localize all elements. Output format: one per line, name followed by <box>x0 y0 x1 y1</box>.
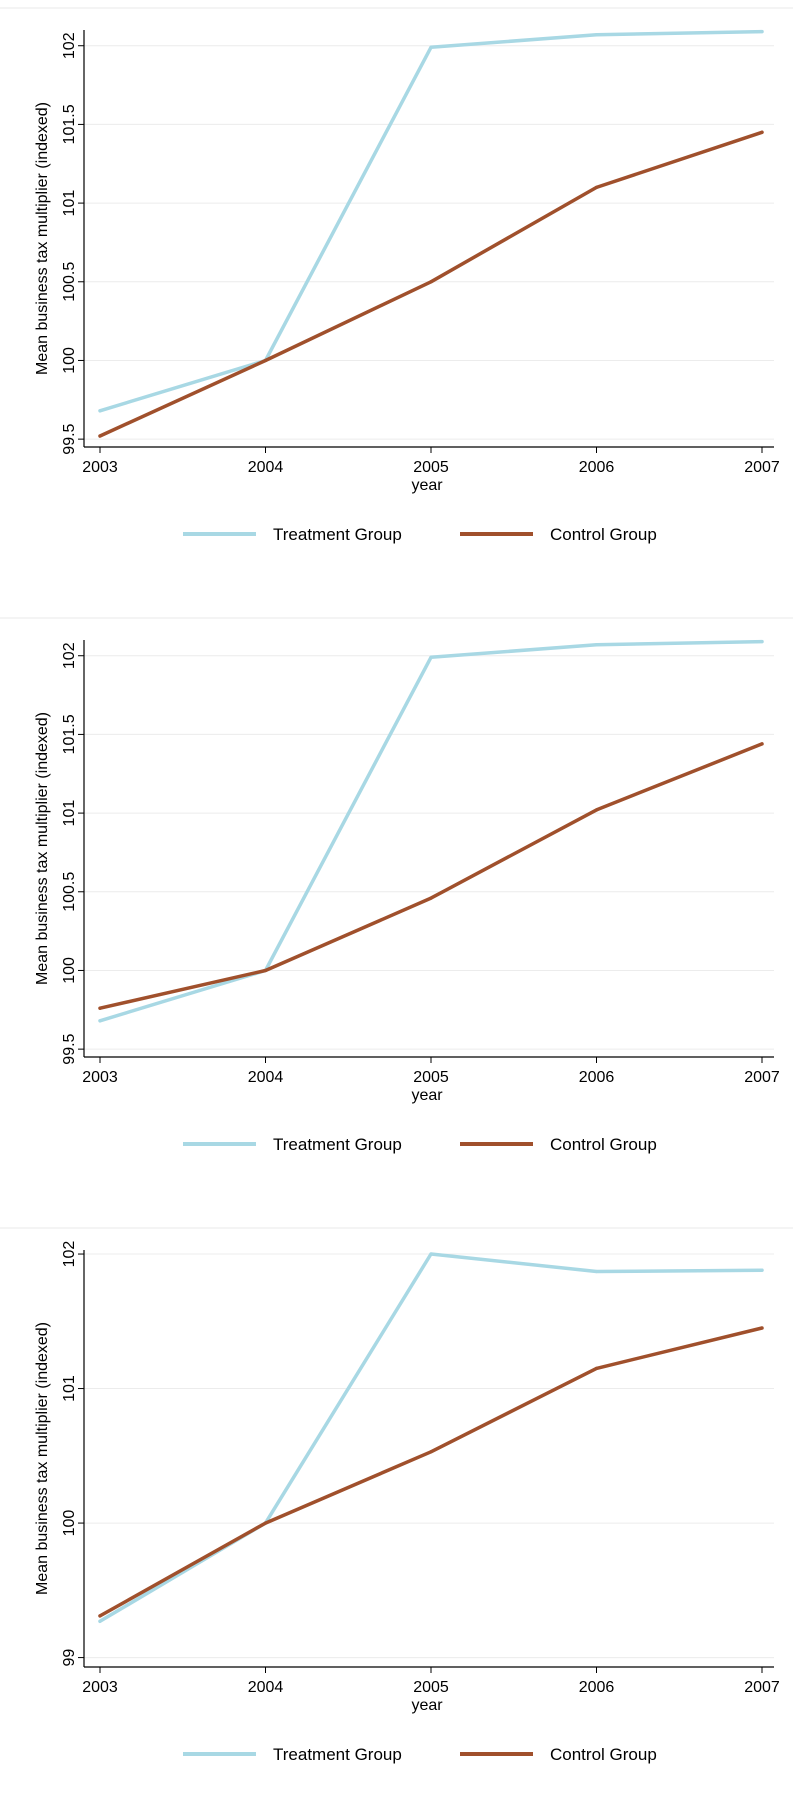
data-point <box>263 1521 268 1525</box>
legend-label: Control Group <box>550 1745 657 1764</box>
legend: Treatment Group Control Group <box>183 1745 657 1764</box>
data-point <box>98 409 102 413</box>
y-tick-label: 100 <box>61 347 78 374</box>
x-tick-label: 2007 <box>744 1069 780 1086</box>
x-tick-label: 2004 <box>248 1679 284 1696</box>
series-line-treatment <box>98 1252 764 1624</box>
data-point <box>594 1366 599 1370</box>
y-axis-label: Mean business tax multiplier (indexed) <box>34 1322 51 1595</box>
x-tick-label: 2006 <box>579 1679 615 1696</box>
x-axis-label: year <box>411 477 443 494</box>
series-line-control <box>98 742 764 1010</box>
data-point <box>760 130 764 134</box>
data-point <box>594 185 599 189</box>
data-point <box>429 1450 433 1454</box>
x-tick-label: 2004 <box>248 459 284 476</box>
y-tick-label: 101.5 <box>61 714 78 754</box>
x-tick-label: 2006 <box>579 459 615 476</box>
data-point <box>594 643 599 647</box>
data-point <box>594 1269 599 1274</box>
series-line-control <box>98 130 764 438</box>
data-point <box>760 1268 764 1272</box>
legend: Treatment Group Control Group <box>183 1135 657 1154</box>
x-tick-label: 2005 <box>413 459 449 476</box>
y-tick-label: 101 <box>61 190 78 217</box>
legend-label: Control Group <box>550 525 657 544</box>
x-tick-label: 2003 <box>82 459 118 476</box>
y-tick-label: 99 <box>61 1649 78 1667</box>
data-point <box>263 968 268 973</box>
data-point <box>760 1326 764 1330</box>
y-tick-label: 101 <box>61 800 78 827</box>
data-point <box>98 1619 102 1623</box>
chart-panel-3: 99 100 101 102 2003 2004 2005 2006 2007 year Mean … <box>0 1227 793 1764</box>
x-tick-label: 2005 <box>413 1679 449 1696</box>
legend-label: Treatment Group <box>273 525 402 544</box>
y-tick-label: 100.5 <box>61 262 78 302</box>
x-axis-label: year <box>411 1697 443 1714</box>
y-axis-label: Mean business tax multiplier (indexed) <box>34 102 51 375</box>
legend: Treatment Group Control Group <box>183 525 657 544</box>
data-point <box>263 358 268 363</box>
series-line-control <box>98 1326 764 1618</box>
x-tick-label: 2005 <box>413 1069 449 1086</box>
data-point <box>760 742 764 746</box>
x-axis-label: year <box>411 1087 443 1104</box>
legend-label: Treatment Group <box>273 1135 402 1154</box>
y-tick-label: 102 <box>61 32 78 59</box>
chart-panel-1: 99.5 100 100.5 101 101.5 102 2003 2004 2005 2006 2… <box>0 7 793 544</box>
data-point <box>594 33 599 37</box>
data-point <box>760 639 764 644</box>
y-tick-label: 102 <box>61 1241 78 1268</box>
data-point <box>429 280 433 284</box>
y-tick-label: 99.5 <box>61 1033 78 1064</box>
data-point <box>98 1006 102 1010</box>
data-point <box>98 1019 102 1023</box>
x-tick-label: 2006 <box>579 1069 615 1086</box>
data-point <box>429 655 433 659</box>
y-tick-label: 100.5 <box>61 872 78 912</box>
data-point <box>429 896 433 900</box>
chart-panel-2: 99.5 100 100.5 101 101.5 102 2003 2004 2005 2006 2… <box>0 617 793 1154</box>
y-tick-label: 101 <box>61 1375 78 1402</box>
legend-label: Control Group <box>550 1135 657 1154</box>
data-point <box>760 29 764 34</box>
x-tick-label: 2007 <box>744 459 780 476</box>
data-point <box>594 808 599 812</box>
y-tick-label: 100 <box>61 1510 78 1537</box>
data-point <box>429 1252 433 1256</box>
series-line-treatment <box>98 639 764 1023</box>
data-point <box>98 434 102 438</box>
series-line-treatment <box>98 29 764 413</box>
x-tick-label: 2003 <box>82 1679 118 1696</box>
y-tick-label: 99.5 <box>61 423 78 454</box>
y-tick-label: 101.5 <box>61 104 78 144</box>
legend-label: Treatment Group <box>273 1745 402 1764</box>
data-point <box>429 45 433 49</box>
y-tick-label: 102 <box>61 642 78 669</box>
x-tick-label: 2003 <box>82 1069 118 1086</box>
y-tick-label: 100 <box>61 957 78 984</box>
x-tick-label: 2007 <box>744 1679 780 1696</box>
x-tick-label: 2004 <box>248 1069 284 1086</box>
y-axis-label: Mean business tax multiplier (indexed) <box>34 712 51 985</box>
data-point <box>98 1614 102 1618</box>
